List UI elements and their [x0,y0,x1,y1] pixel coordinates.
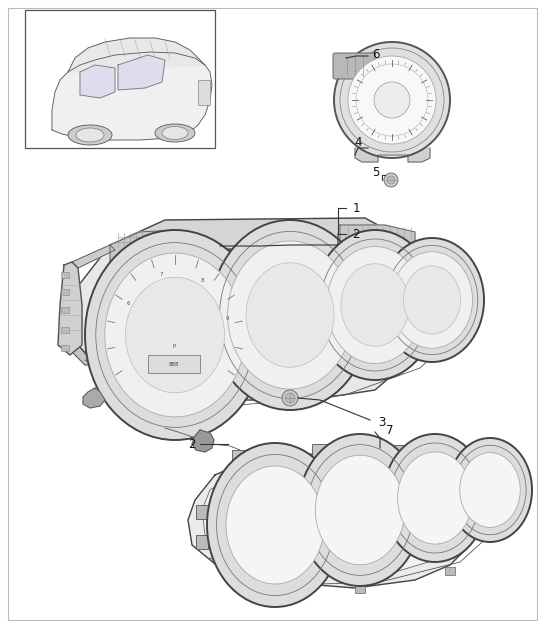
Ellipse shape [341,264,409,346]
Text: 2: 2 [188,438,196,450]
Ellipse shape [387,176,395,184]
Polygon shape [80,65,115,98]
Ellipse shape [348,56,436,144]
Ellipse shape [210,220,370,410]
Bar [61,289,69,295]
Bar [392,445,408,459]
Ellipse shape [383,434,487,562]
Ellipse shape [125,277,225,392]
Polygon shape [70,245,435,400]
Ellipse shape [298,434,422,586]
Bar [355,585,365,593]
Bar [444,458,460,472]
Text: 7: 7 [386,423,393,436]
Ellipse shape [105,253,245,417]
Bar [196,535,208,549]
Text: 9: 9 [226,316,229,321]
Polygon shape [110,218,415,260]
Polygon shape [68,38,205,72]
Polygon shape [65,290,95,365]
Ellipse shape [155,124,195,142]
Bar [61,345,69,351]
Polygon shape [340,225,415,248]
Text: 5: 5 [372,166,380,178]
Ellipse shape [313,230,437,380]
Bar [312,444,328,458]
Polygon shape [72,245,115,268]
Bar [61,307,69,313]
Polygon shape [118,55,165,90]
Polygon shape [52,52,212,140]
Ellipse shape [85,230,265,440]
Ellipse shape [384,173,398,187]
Bar [196,505,208,519]
Bar [230,575,240,583]
Polygon shape [202,460,462,578]
Polygon shape [110,230,175,262]
Bar [232,450,248,464]
Ellipse shape [460,453,520,528]
Polygon shape [58,262,82,355]
Bar [474,493,486,507]
Ellipse shape [397,452,473,544]
Text: P: P [172,344,175,349]
Bar [445,567,455,575]
Text: 6: 6 [372,48,380,60]
Polygon shape [355,148,430,162]
Text: 6: 6 [126,301,130,306]
Ellipse shape [316,455,404,565]
Bar [198,80,210,105]
Bar [61,327,69,333]
FancyBboxPatch shape [333,53,375,79]
Text: 888: 888 [169,362,179,367]
Ellipse shape [391,252,473,349]
Bar [148,355,200,373]
Ellipse shape [326,247,423,364]
Ellipse shape [162,126,188,139]
Text: 4: 4 [354,136,362,148]
Ellipse shape [226,466,324,584]
Text: 3: 3 [378,416,386,428]
Ellipse shape [68,125,112,145]
Ellipse shape [285,393,295,403]
Ellipse shape [334,42,450,158]
Ellipse shape [374,82,410,118]
Ellipse shape [448,438,532,542]
Ellipse shape [228,241,353,389]
Polygon shape [188,453,480,588]
Bar [25,10,215,148]
Text: 1: 1 [352,202,360,215]
Text: 8: 8 [200,278,204,283]
Ellipse shape [403,266,461,334]
Text: 2: 2 [352,227,360,241]
Ellipse shape [76,128,104,142]
Ellipse shape [246,263,334,367]
Polygon shape [83,388,105,408]
Bar [61,272,69,278]
Ellipse shape [207,443,343,607]
Polygon shape [192,430,214,452]
Ellipse shape [282,390,298,406]
Ellipse shape [380,238,484,362]
Text: 7: 7 [159,272,163,277]
